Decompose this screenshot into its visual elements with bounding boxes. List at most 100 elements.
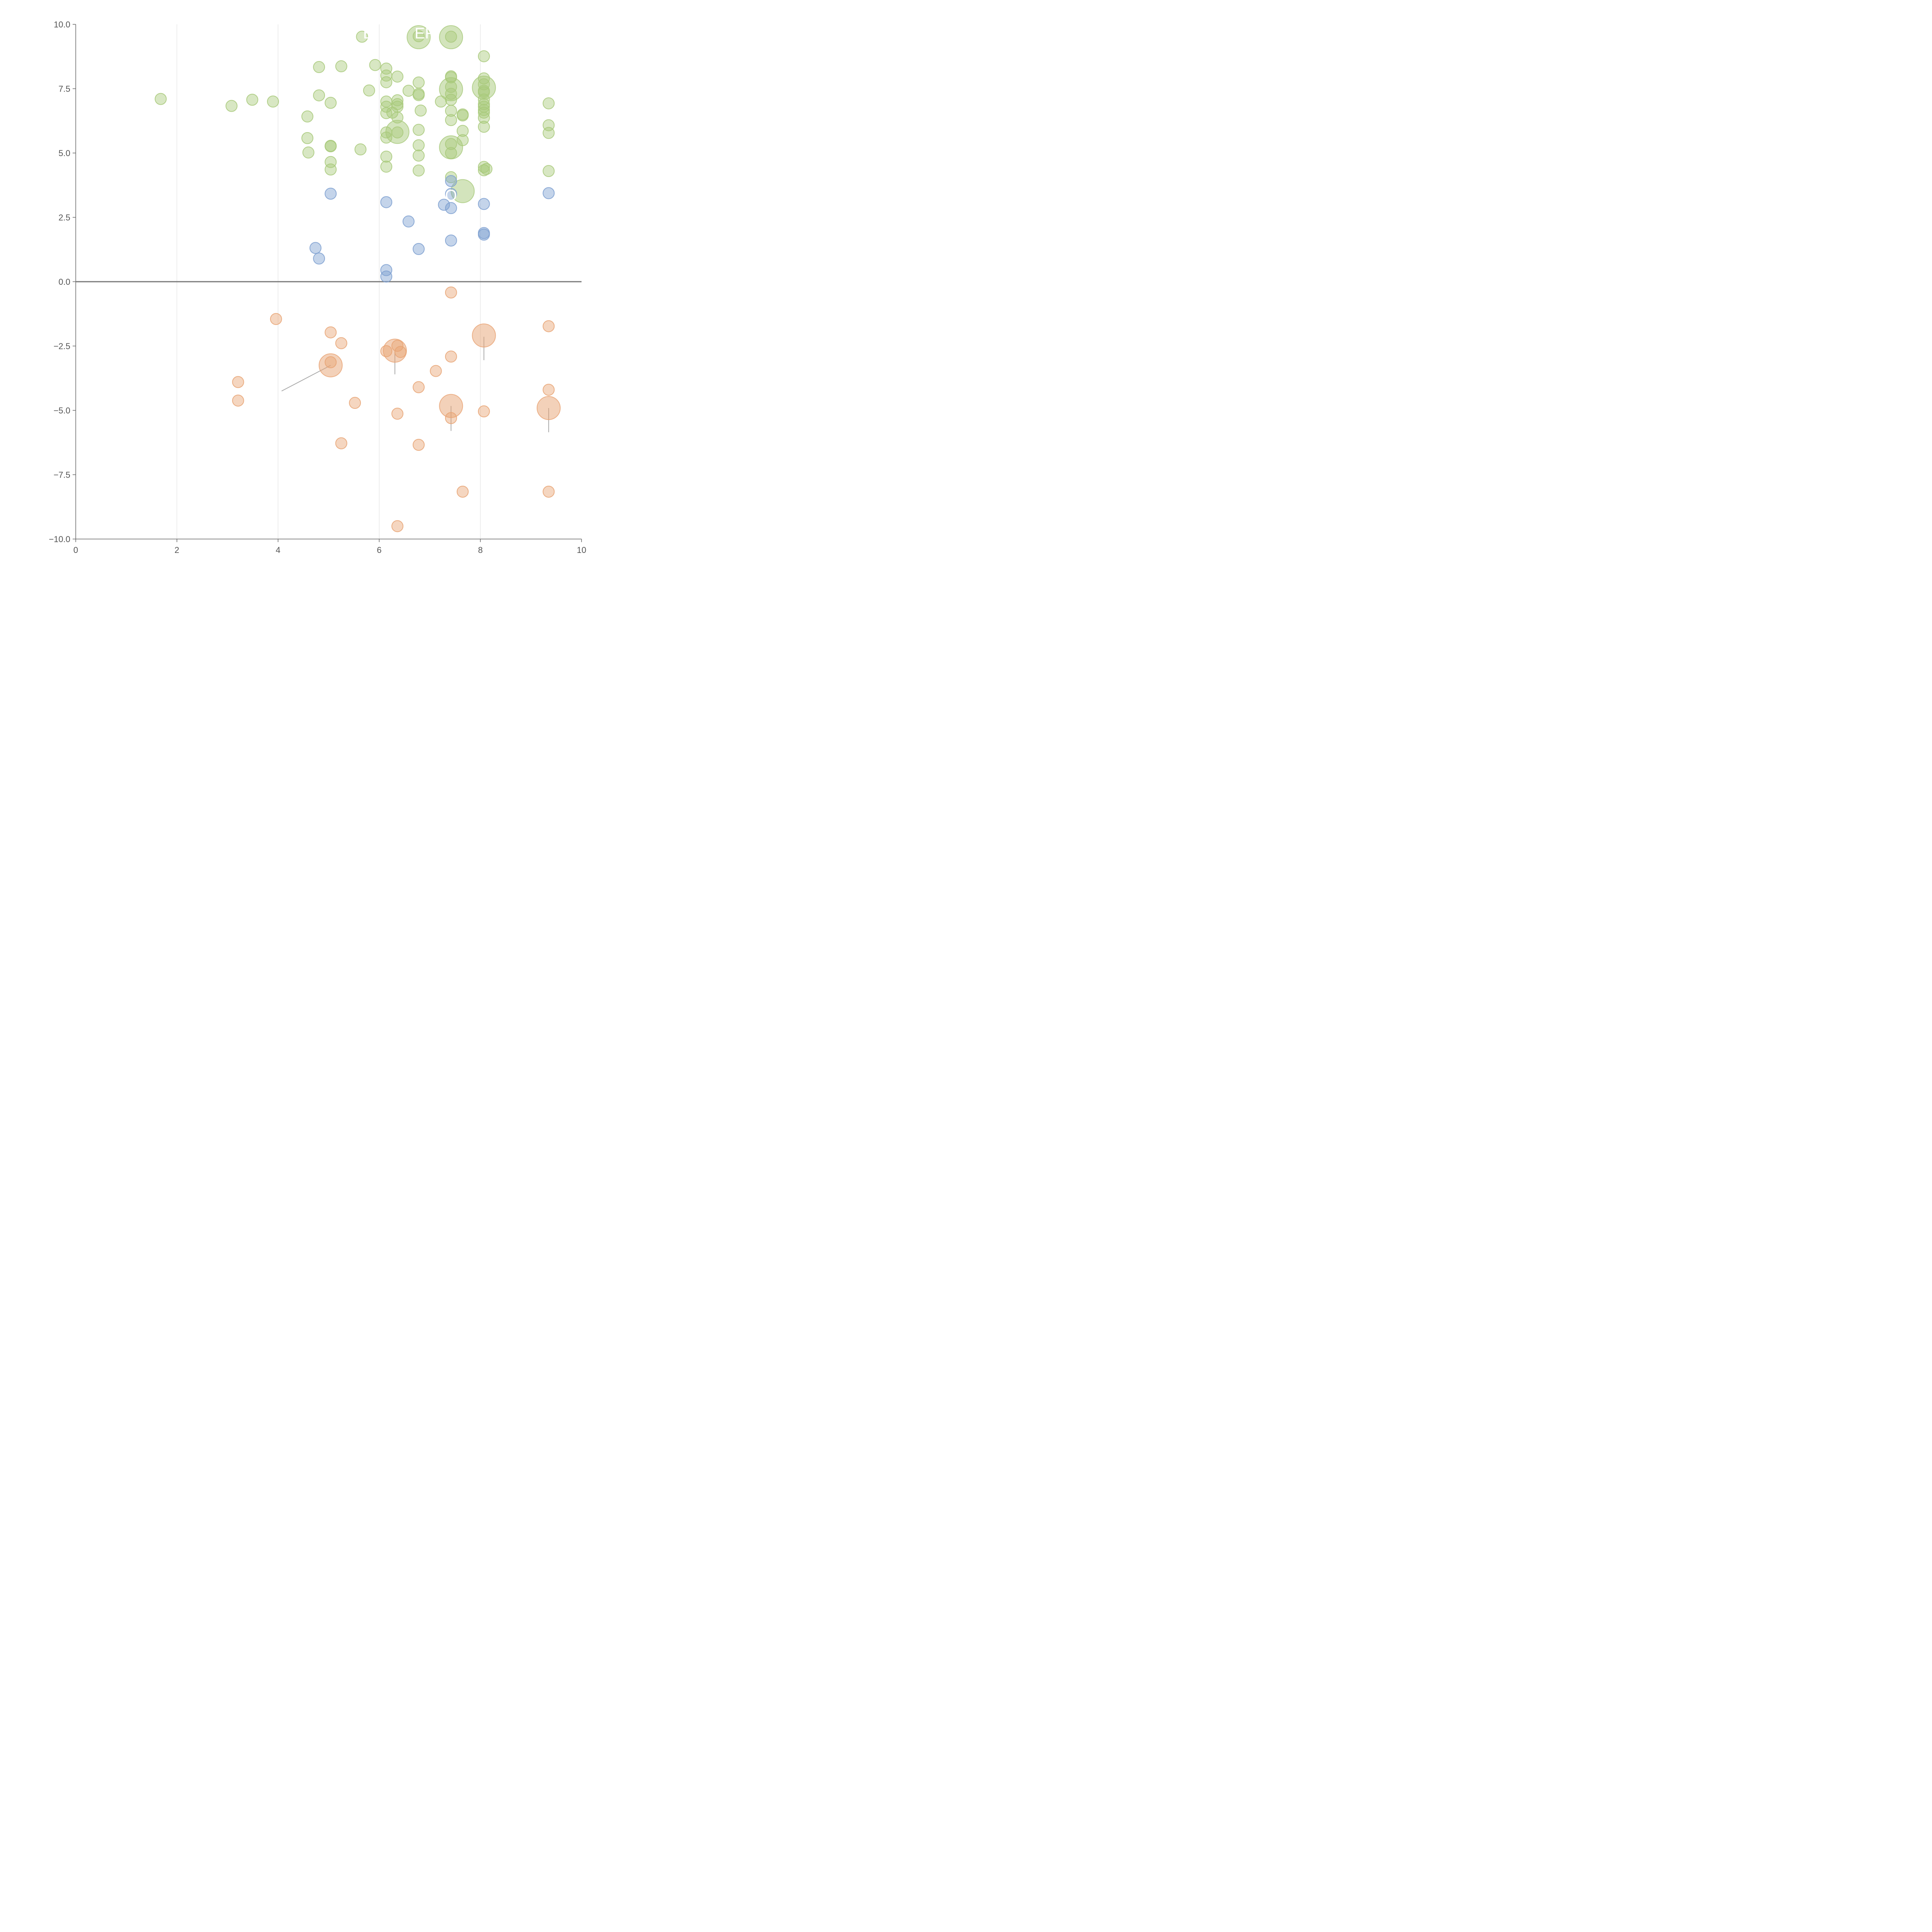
positive-point [413, 124, 425, 136]
positive-point [380, 63, 393, 75]
scatter-chart: 0 2 4 6 8 10 10.0 7.5 5.0 2.5 0.0 −2.5 −5.0 −7.5 −10.0… [49, 20, 586, 555]
positive-point [325, 163, 337, 176]
positive-point [413, 150, 425, 162]
positive-point [543, 97, 555, 109]
positive-point [413, 89, 425, 101]
positive-point [391, 100, 404, 113]
x-tick-label: 6 [377, 545, 381, 555]
negative-point [380, 345, 393, 357]
positive-point [313, 61, 325, 73]
y-tick-label: 2.5 [58, 213, 70, 223]
positive-point [413, 164, 425, 177]
overlay-labels: B ER O [363, 25, 457, 204]
negative-point [456, 485, 469, 498]
overlay-label: ER [415, 25, 436, 42]
positive-big-point [439, 25, 463, 49]
near-zero-point [402, 215, 415, 228]
positive-point [380, 150, 393, 163]
negative-point [543, 384, 555, 396]
positive-point [543, 165, 555, 177]
positive-point [380, 131, 393, 144]
positive-point [445, 105, 457, 117]
near-zero-point [445, 188, 457, 200]
positive-point [380, 160, 393, 173]
positive-point [445, 114, 457, 126]
positive-point [478, 112, 490, 124]
y-tick-label: 10.0 [54, 20, 70, 29]
near-zero-point [413, 243, 425, 255]
positive-point [391, 98, 404, 110]
positive-point [435, 95, 447, 108]
positive-point [369, 59, 381, 71]
positive-point [225, 100, 238, 112]
positive-point [391, 70, 404, 83]
overlay-label: B [363, 25, 374, 42]
positive-point [302, 146, 315, 159]
positive-point [301, 132, 314, 144]
positive-point [356, 31, 368, 43]
positive-point [445, 71, 457, 83]
near-zero-point [325, 187, 337, 200]
positive-point [445, 147, 457, 159]
negative-point [232, 376, 244, 388]
positive-point [267, 95, 279, 108]
positive-point [380, 107, 393, 119]
negative-point [543, 485, 555, 498]
near-zero-point [478, 198, 490, 210]
x-tick-label: 2 [175, 545, 179, 555]
near-zero-point [445, 175, 457, 187]
positive-point [445, 94, 457, 106]
negative-big-point [439, 394, 463, 418]
positive-point [445, 138, 457, 150]
positive-point [478, 50, 490, 63]
near-zero-point [478, 228, 490, 241]
positive-point [354, 143, 367, 156]
positive-point [478, 93, 490, 105]
negative-point [445, 350, 457, 363]
data-points [155, 25, 561, 532]
y-tick-label: −2.5 [54, 342, 70, 351]
negative-point [325, 356, 337, 368]
y-tick-label: 5.0 [58, 148, 70, 158]
positive-point [445, 171, 457, 184]
negative-point [335, 437, 347, 449]
positive-point [456, 134, 469, 146]
near-zero-point [309, 242, 321, 254]
positive-point [391, 126, 404, 139]
positive-point [413, 30, 425, 43]
near-zero-point [380, 264, 393, 276]
negative-point [349, 397, 361, 409]
negative-big-point [472, 323, 496, 348]
positive-point [456, 125, 469, 137]
y-tick-label: 0.0 [58, 277, 70, 287]
positive-point [413, 77, 425, 89]
positive-point [543, 127, 555, 139]
near-zero-point [445, 202, 457, 214]
positive-point [415, 104, 427, 117]
negative-point [391, 520, 404, 532]
overlay-label: O [445, 187, 457, 204]
negative-big-point [536, 396, 561, 420]
negative-point [335, 337, 347, 349]
positive-point [445, 81, 457, 93]
y-tick-label: −10.0 [49, 534, 70, 544]
x-tick-label: 4 [276, 545, 280, 555]
near-zero-point [380, 270, 393, 283]
near-zero-point [543, 187, 555, 199]
x-tick-label: 0 [73, 545, 78, 555]
negative-point [270, 313, 282, 325]
negative-point [325, 326, 337, 338]
negative-point [413, 439, 425, 451]
positive-point [155, 93, 167, 105]
negative-point [394, 346, 406, 358]
y-tick-label: 7.5 [58, 84, 70, 94]
positive-point [480, 163, 493, 175]
positive-point [413, 139, 425, 151]
positive-point [246, 94, 259, 106]
y-tick-label: −5.0 [54, 406, 70, 415]
positive-big-point [406, 25, 431, 49]
positive-point [391, 94, 404, 106]
negative-point [445, 412, 457, 424]
near-zero-point [445, 234, 457, 247]
near-zero-point [380, 196, 393, 208]
